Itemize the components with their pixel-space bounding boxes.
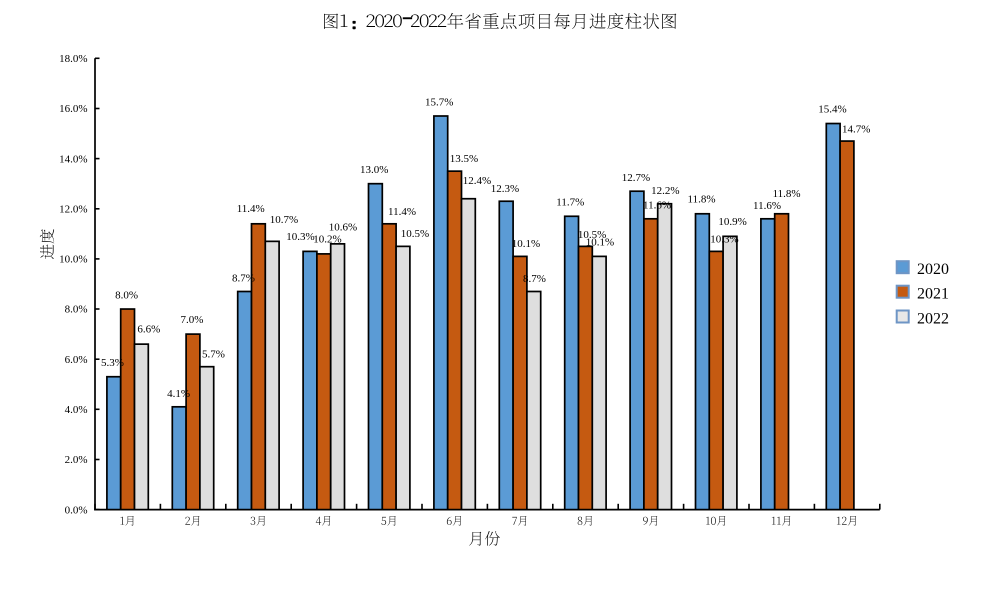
svg-text:5.3%: 5.3%	[101, 357, 124, 369]
svg-text:12.4%: 12.4%	[463, 175, 491, 187]
svg-text:16.0%: 16.0%	[59, 103, 87, 115]
svg-text:10.3%: 10.3%	[286, 231, 314, 243]
svg-text:7.0%: 7.0%	[181, 314, 204, 326]
svg-text:4.1%: 4.1%	[167, 388, 190, 400]
svg-text:11.6%: 11.6%	[753, 200, 781, 212]
svg-text:4.0%: 4.0%	[65, 404, 88, 416]
svg-text:12.7%: 12.7%	[622, 172, 650, 184]
svg-text:6.6%: 6.6%	[137, 323, 160, 335]
svg-text:0.0%: 0.0%	[65, 504, 88, 516]
svg-text:10.1%: 10.1%	[586, 237, 614, 249]
svg-text:11.8%: 11.8%	[687, 193, 715, 205]
svg-text:15.4%: 15.4%	[818, 103, 846, 115]
svg-text:11.4%: 11.4%	[388, 206, 416, 218]
svg-text:2021: 2021	[917, 286, 949, 303]
svg-text:2020: 2020	[917, 261, 949, 278]
svg-text:8.7%: 8.7%	[232, 273, 255, 285]
svg-text:13.0%: 13.0%	[360, 164, 388, 176]
svg-text:5.7%: 5.7%	[202, 348, 225, 360]
svg-text:12.2%: 12.2%	[651, 185, 679, 197]
svg-text:15.7%: 15.7%	[425, 97, 453, 109]
svg-text:10.0%: 10.0%	[59, 254, 87, 266]
svg-text:10.5%: 10.5%	[578, 229, 606, 241]
svg-text:2022: 2022	[917, 310, 949, 327]
svg-text:2.0%: 2.0%	[65, 454, 88, 466]
svg-text:8.0%: 8.0%	[115, 289, 138, 301]
svg-text:10.7%: 10.7%	[270, 214, 298, 226]
svg-text:10.2%: 10.2%	[313, 234, 341, 246]
svg-text:12.3%: 12.3%	[491, 183, 519, 195]
svg-text:11.7%: 11.7%	[556, 197, 584, 209]
svg-text:11.4%: 11.4%	[237, 203, 265, 215]
svg-text:14.7%: 14.7%	[842, 124, 870, 136]
svg-text:11.6%: 11.6%	[643, 199, 671, 211]
svg-text:10.3%: 10.3%	[710, 234, 738, 246]
svg-text:10.5%: 10.5%	[401, 228, 429, 240]
svg-text:11.8%: 11.8%	[773, 188, 801, 200]
svg-text:14.0%: 14.0%	[59, 153, 87, 165]
svg-text:8.0%: 8.0%	[65, 304, 88, 316]
svg-text:10.6%: 10.6%	[329, 222, 357, 234]
svg-text:8.7%: 8.7%	[523, 273, 546, 285]
svg-text:10.9%: 10.9%	[718, 216, 746, 228]
svg-text:13.5%: 13.5%	[450, 153, 478, 165]
svg-text:12.0%: 12.0%	[59, 204, 87, 216]
svg-text:18.0%: 18.0%	[59, 53, 87, 65]
svg-text:10.1%: 10.1%	[512, 238, 540, 250]
svg-text:6.0%: 6.0%	[65, 354, 88, 366]
